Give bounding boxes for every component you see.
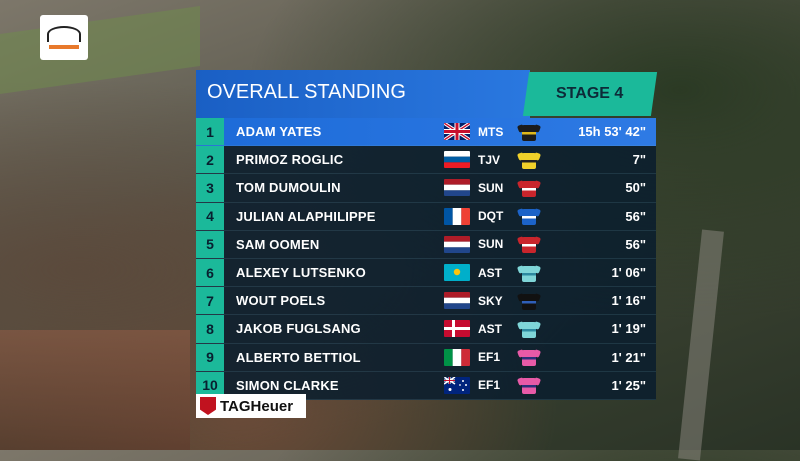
tag-heuer-shield-icon [200,397,216,415]
gap-time: 1' 25" [611,377,646,393]
team-jersey-icon [516,320,542,338]
team-jersey-icon [516,376,542,395]
gap-time: 1' 06" [611,265,646,281]
team-jersey-icon [516,123,542,141]
standing-row: 7 WOUT POELS SKY 1' 16" [196,287,656,316]
team-code: SKY [478,293,503,308]
standing-row: 9 ALBERTO BETTIOL EF1 1' 21" [196,343,656,372]
gap-time: 15h 53' 42" [578,124,646,140]
team-jersey-icon [516,348,542,367]
flag-dk-icon [444,320,470,338]
team-jersey-icon [516,151,542,169]
team-code: EF1 [478,378,501,393]
logo-bar [49,45,79,49]
standing-row: 3 TOM DUMOULIN SUN 50" [196,174,656,203]
gap-time: 7" [632,152,646,168]
flag-nl-icon [444,292,470,310]
rider-name: TOM DUMOULIN [236,180,341,196]
logo-swirl-icon [47,26,81,42]
rank-number: 1 [196,118,224,146]
gap-time: 1' 21" [611,349,646,365]
team-code: EF1 [478,350,501,365]
flag-au-icon [444,376,470,394]
sponsor-badge: TAGHeuer [196,394,306,418]
flag-it-icon [444,348,470,366]
rank-number: 4 [196,202,224,230]
team-jersey-icon [516,264,542,282]
team-code: TJV [478,152,501,167]
rider-name: ADAM YATES [236,124,322,140]
rider-name: JULIAN ALAPHILIPPE [236,208,376,224]
rider-name: SIMON CLARKE [236,377,339,393]
team-code: SUN [478,180,504,195]
standing-row: 1 ADAM YATES MTS 15h 53' 42" [196,118,656,147]
team-jersey-icon [516,292,542,310]
flag-si-icon [444,151,470,169]
gap-time: 50" [625,180,646,196]
standings-title: OVERALL STANDING [196,70,530,118]
standing-row: 4 JULIAN ALAPHILIPPE DQT 56" [196,202,656,231]
flag-nl-icon [444,179,470,197]
standing-row: 8 JAKOB FUGLSANG AST 1' 19" [196,315,656,344]
sponsor-name: TAGHeuer [220,397,294,415]
rider-name: ALBERTO BETTIOL [236,349,361,365]
team-jersey-icon [516,179,542,197]
team-code: AST [478,265,502,280]
gap-time: 56" [625,208,646,224]
flag-fr-icon [444,207,470,225]
standing-row: 6 ALEXEY LUTSENKO AST 1' 06" [196,258,656,288]
team-code: DQT [478,209,504,224]
stage-badge: STAGE 4 [522,72,658,116]
standings-panel: OVERALL STANDING STAGE 4 1 ADAM YATES MTS 1… [196,70,658,400]
rank-number: 9 [196,343,224,371]
rider-name: PRIMOZ ROGLIC [236,152,344,168]
background-field [0,5,200,95]
team-code: AST [478,321,502,336]
race-logo [40,15,88,60]
gap-time: 1' 19" [611,321,646,337]
rider-name: SAM OOMEN [236,236,320,252]
team-code: SUN [478,237,504,252]
rank-number: 3 [196,174,224,202]
flag-kz-icon [444,264,470,282]
team-jersey-icon [516,235,542,254]
standing-row: 2 PRIMOZ ROGLIC TJV 7" [196,146,656,175]
gap-time: 1' 16" [611,293,646,309]
standings-header: OVERALL STANDING STAGE 4 [196,70,658,118]
rider-name: ALEXEY LUTSENKO [236,265,366,281]
background-rooftops [0,330,190,450]
rank-number: 6 [196,258,224,287]
rank-number: 7 [196,287,224,315]
gap-time: 56" [625,236,646,252]
stage-label: STAGE 4 [556,85,624,102]
rider-name: WOUT POELS [236,293,326,309]
flag-nl-icon [444,235,470,253]
flag-gb-icon [444,123,470,141]
standings-list: 1 ADAM YATES MTS 15h 53' 42" 2 PRIMOZ ROGLIC T… [196,118,656,400]
rank-number: 8 [196,315,224,343]
rider-name: JAKOB FUGLSANG [236,321,361,337]
standing-row: 5 SAM OOMEN SUN 56" [196,230,656,259]
team-code: MTS [478,124,504,139]
rank-number: 2 [196,146,224,174]
background-road [678,229,724,461]
rank-number: 5 [196,230,224,258]
team-jersey-icon [516,207,542,226]
